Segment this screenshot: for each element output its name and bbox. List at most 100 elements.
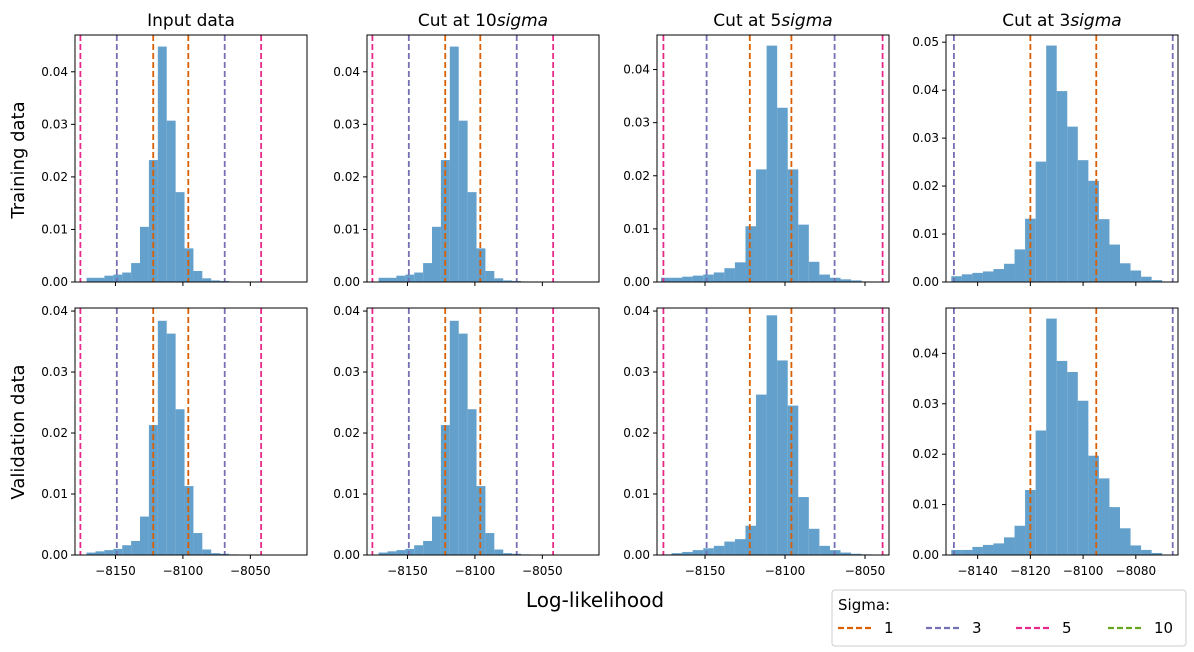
histogram-bar xyxy=(671,553,683,555)
y-tick-label: 0.03 xyxy=(623,116,650,130)
y-tick-label: 0.04 xyxy=(41,65,68,79)
histogram-bar xyxy=(405,274,415,282)
y-tick-label: 0.03 xyxy=(912,131,939,145)
y-tick-label: 0.04 xyxy=(333,304,360,318)
x-tick-label: −8050 xyxy=(845,564,886,578)
x-tick-label: −8150 xyxy=(685,564,726,578)
histogram-bar xyxy=(724,268,735,282)
histogram-bar xyxy=(1151,552,1163,555)
histogram-bar xyxy=(671,277,683,282)
histogram-bar xyxy=(766,315,778,555)
histogram-bar xyxy=(961,549,973,555)
histogram-bar xyxy=(1109,244,1120,282)
y-tick-label: 0.00 xyxy=(333,548,360,562)
histogram-bar xyxy=(86,552,96,555)
histogram-bar xyxy=(713,272,725,282)
histogram-bar xyxy=(485,533,495,555)
y-tick-label: 0.04 xyxy=(912,83,939,97)
y-tick-label: 0.04 xyxy=(623,63,650,77)
histogram-bar xyxy=(692,550,704,555)
histogram-bar xyxy=(787,169,799,282)
histogram-bar xyxy=(972,272,983,282)
histogram-bar xyxy=(1035,430,1047,555)
row-label-validation: Validation data xyxy=(8,364,29,499)
histogram-bar xyxy=(993,543,1004,555)
histogram-bar xyxy=(467,409,477,555)
plot-frame xyxy=(74,34,308,283)
histogram-bar xyxy=(661,277,672,282)
histogram-bar xyxy=(131,540,141,555)
y-tick-label: 0.02 xyxy=(912,179,939,193)
y-tick-label: 0.02 xyxy=(41,170,68,184)
histogram-bar xyxy=(951,549,962,555)
histogram-bar xyxy=(1088,180,1099,282)
histogram-bar xyxy=(202,549,212,555)
histogram-bar xyxy=(1014,525,1026,555)
histogram-bar xyxy=(1130,270,1142,282)
subplot-1-3: 0.00 0.01 0.02 0.03 0.04 −8140 −8120 −8100 −8080 xyxy=(912,307,1179,578)
histogram-bar xyxy=(423,263,433,282)
y-tick-label: 0.03 xyxy=(912,397,939,411)
histogram-bar xyxy=(440,160,450,282)
histogram-bar xyxy=(131,263,141,282)
histogram-bar xyxy=(1151,280,1163,282)
histogram-bar xyxy=(104,275,114,282)
histogram-bar xyxy=(378,277,388,282)
y-tick-label: 0.01 xyxy=(623,487,650,501)
x-tick-label: −8100 xyxy=(455,564,496,578)
histogram-bar xyxy=(819,274,830,282)
histogram-bar xyxy=(122,272,132,282)
histogram-bar xyxy=(405,548,415,555)
histogram-bar xyxy=(423,540,433,555)
histogram-bar xyxy=(148,160,158,282)
subplot-0-3: 0.00 0.01 0.02 0.03 0.04 0.05 Cut at 3sigma xyxy=(912,11,1179,289)
histogram-bar xyxy=(140,516,149,555)
histogram-bar xyxy=(1120,528,1131,555)
histogram-bar xyxy=(378,552,388,555)
histogram-bar xyxy=(458,333,468,555)
subplot-title-text: Input data xyxy=(147,11,235,31)
subplot-title-text: Cut at 5 xyxy=(713,11,781,31)
y-tick-label: 0.02 xyxy=(623,169,650,183)
histogram-bar xyxy=(193,270,203,282)
histogram-bar xyxy=(851,553,862,555)
plot-frame xyxy=(656,307,890,556)
x-tick-label: −8100 xyxy=(163,564,204,578)
histogram-bar xyxy=(396,550,406,555)
x-tick-label: −8100 xyxy=(765,564,806,578)
y-tick-label: 0.03 xyxy=(41,365,68,379)
histogram-bar xyxy=(503,280,513,282)
subplot-title-text: Cut at 10 xyxy=(418,11,497,31)
histogram-bar xyxy=(140,226,149,282)
histogram-bar xyxy=(467,192,477,282)
y-tick-label: 0.04 xyxy=(623,304,650,318)
histogram-bar xyxy=(1014,249,1026,282)
histogram-bar xyxy=(104,550,114,555)
histogram-bar xyxy=(211,280,221,282)
subplot-0-2: 0.00 0.01 0.02 0.03 0.04 Cut at 5sigma xyxy=(623,11,890,289)
subplot-title-math: sigma xyxy=(1070,11,1121,31)
x-tick-label: −8150 xyxy=(95,564,136,578)
legend-label-sigma-10: 10 xyxy=(1154,619,1173,637)
histogram-bar xyxy=(734,539,746,555)
legend-title: Sigma: xyxy=(838,596,890,614)
histogram-bar xyxy=(1004,263,1015,282)
x-tick-label: −8140 xyxy=(957,564,998,578)
y-tick-label: 0.02 xyxy=(333,426,360,440)
y-tick-label: 0.04 xyxy=(912,346,939,360)
y-tick-label: 0.02 xyxy=(41,426,68,440)
histogram-bar xyxy=(1109,507,1120,555)
legend-frame xyxy=(831,589,1187,647)
histogram-bar xyxy=(396,275,406,282)
histogram-bar xyxy=(713,545,725,555)
histogram-bar xyxy=(113,548,123,555)
histogram-bar xyxy=(798,497,809,555)
x-tick-label: −8120 xyxy=(1010,564,1051,578)
legend-entries: 1 3 5 10 xyxy=(838,619,1173,637)
y-tick-label: 0.01 xyxy=(41,222,68,236)
subplot-1-0: 0.00 0.01 0.02 0.03 0.04 −8150 −8100 −8050 xyxy=(41,304,308,578)
x-axis-label: Log-likelihood xyxy=(526,588,664,612)
y-tick-label: 0.01 xyxy=(41,487,68,501)
legend-label-sigma-1: 1 xyxy=(884,619,894,637)
